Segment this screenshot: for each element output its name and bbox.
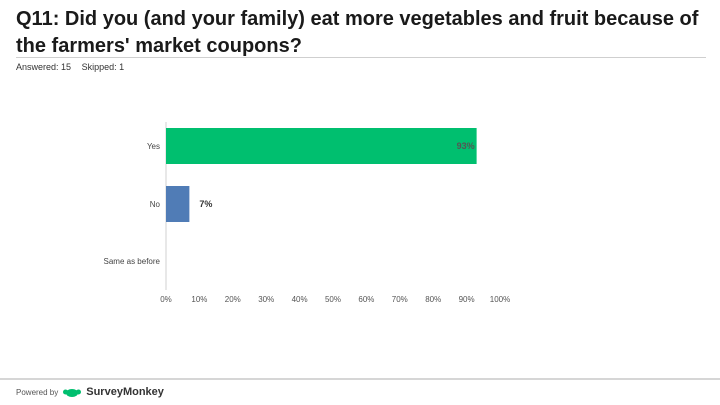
brand-name: SurveyMonkey (86, 386, 164, 398)
title-divider (16, 57, 706, 58)
answered-count: Answered: 15 (16, 62, 72, 72)
x-tick-label: 70% (392, 295, 408, 304)
surveymonkey-logo-icon (63, 389, 82, 397)
footer: Powered by SurveyMonkey (16, 386, 164, 398)
skipped-count: Skipped: 1 (81, 62, 125, 72)
powered-by-text: Powered by (16, 387, 59, 397)
bar (166, 128, 477, 164)
response-stats: Answered: 15 Skipped: 1 (16, 62, 132, 72)
category-label: Same as before (104, 257, 161, 266)
x-tick-label: 50% (325, 295, 341, 304)
footer-divider (0, 378, 720, 380)
value-label: 7% (199, 199, 212, 209)
x-tick-label: 100% (490, 295, 510, 304)
category-label: Yes (147, 142, 160, 151)
x-tick-label: 20% (225, 295, 241, 304)
x-tick-label: 80% (425, 295, 441, 304)
value-label: 93% (457, 141, 475, 151)
x-tick-label: 10% (191, 295, 207, 304)
x-tick-label: 30% (258, 295, 274, 304)
x-tick-label: 0% (160, 295, 172, 304)
bar (166, 186, 190, 222)
x-tick-label: 60% (358, 295, 374, 304)
category-label: No (150, 200, 161, 209)
question-title: Q11: Did you (and your family) eat more … (16, 8, 699, 57)
x-tick-label: 90% (459, 295, 475, 304)
x-tick-label: 40% (292, 295, 308, 304)
